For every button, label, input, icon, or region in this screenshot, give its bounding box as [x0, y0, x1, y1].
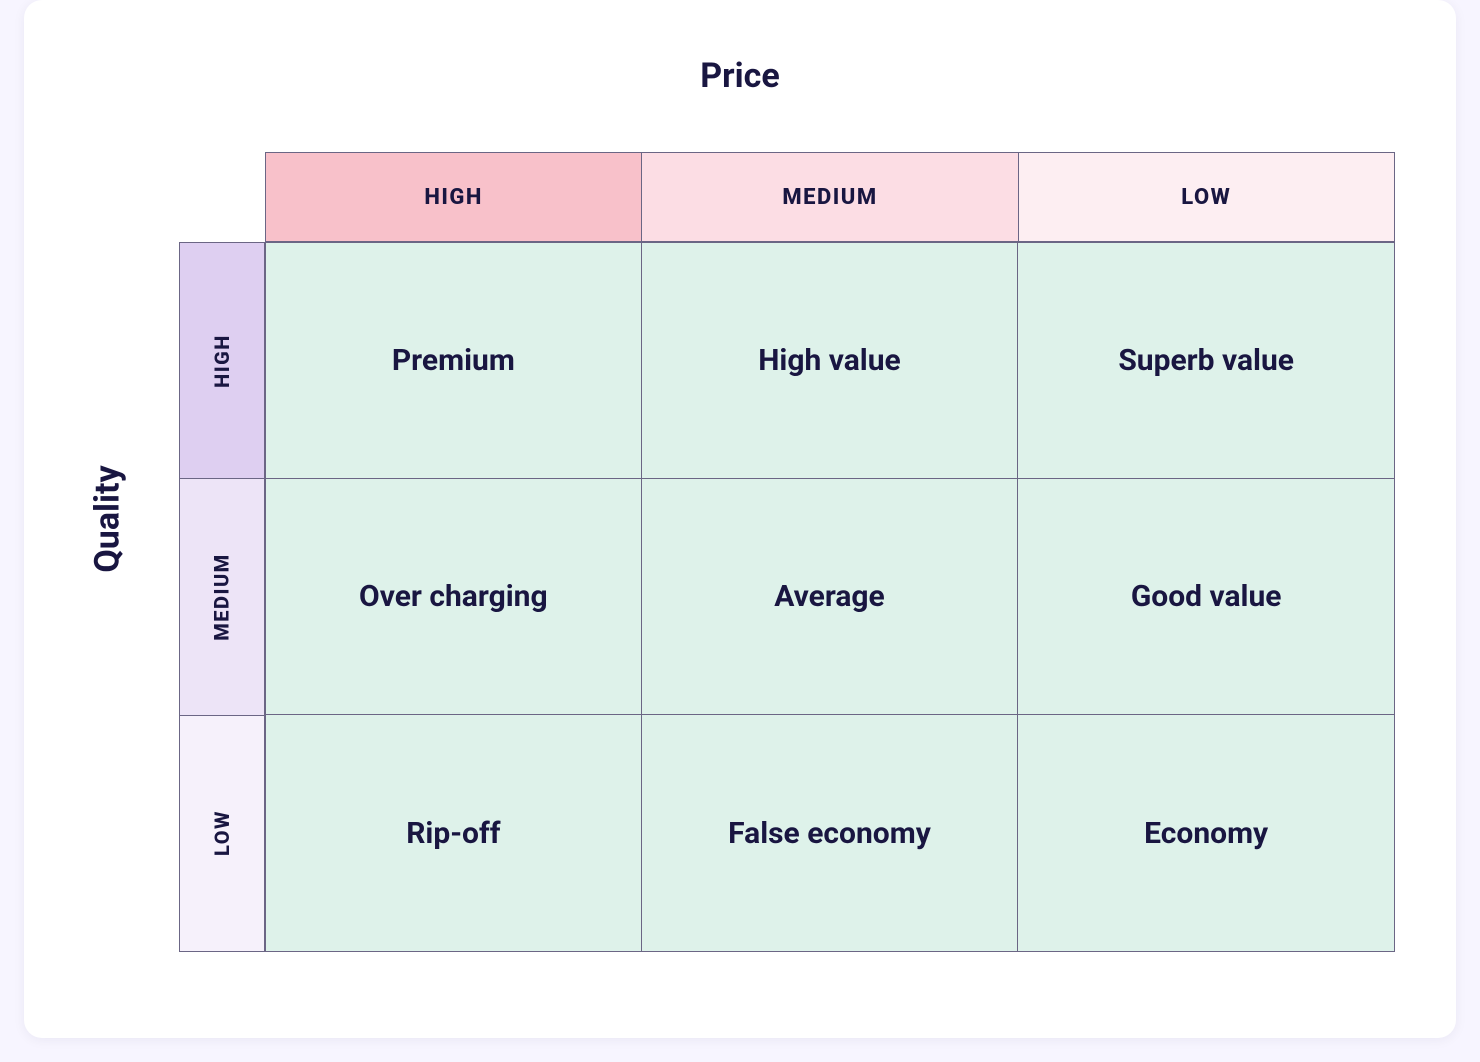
- axis-title-quality: Quality: [78, 0, 138, 1038]
- row-headers: HIGH MEDIUM LOW: [179, 242, 265, 952]
- col-header-high: HIGH: [265, 152, 642, 242]
- cell-low-medium: False economy: [642, 715, 1019, 952]
- col-header-low: LOW: [1019, 152, 1395, 242]
- cell-medium-medium: Average: [642, 479, 1019, 716]
- cell-low-high: Rip-off: [265, 715, 642, 952]
- cell-high-medium: High value: [642, 242, 1019, 479]
- cell-low-low: Economy: [1018, 715, 1395, 952]
- col-header-medium: MEDIUM: [642, 152, 1018, 242]
- cell-medium-low: Good value: [1018, 479, 1395, 716]
- matrix-cells: Premium High value Superb value Over cha…: [265, 242, 1395, 952]
- axis-title-price: Price: [24, 56, 1456, 96]
- cell-high-high: Premium: [265, 242, 642, 479]
- matrix-card: Price Quality HIGH MEDIUM LOW HIGH MEDIU…: [24, 0, 1456, 1038]
- column-headers: HIGH MEDIUM LOW: [265, 152, 1395, 242]
- axis-title-quality-text: Quality: [88, 465, 128, 572]
- row-header-medium: MEDIUM: [179, 479, 265, 715]
- cell-high-low: Superb value: [1018, 242, 1395, 479]
- row-header-high: HIGH: [179, 242, 265, 479]
- cell-medium-high: Over charging: [265, 479, 642, 716]
- row-header-low: LOW: [179, 716, 265, 952]
- price-quality-matrix: HIGH MEDIUM LOW HIGH MEDIUM LOW Premium …: [179, 152, 1395, 952]
